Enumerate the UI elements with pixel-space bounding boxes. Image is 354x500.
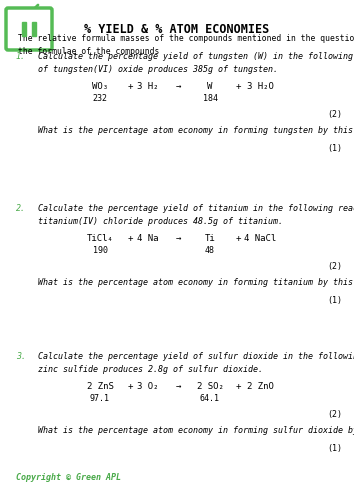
Text: (1): (1) <box>327 296 342 305</box>
Text: Copyright © Green APL: Copyright © Green APL <box>16 473 121 482</box>
Text: +: + <box>127 82 133 91</box>
Text: →: → <box>175 382 181 391</box>
Text: +: + <box>235 234 241 243</box>
Text: 190: 190 <box>92 246 108 255</box>
Text: 2.: 2. <box>16 204 26 213</box>
Text: (2): (2) <box>327 410 342 419</box>
Text: →: → <box>175 82 181 91</box>
Text: 48: 48 <box>205 246 215 255</box>
Text: What is the percentage atom economy in forming sulfur dioxide by this reaction?: What is the percentage atom economy in f… <box>38 426 354 435</box>
Text: 4 NaCl: 4 NaCl <box>244 234 276 243</box>
Text: TiCl₄: TiCl₄ <box>87 234 113 243</box>
Text: 184: 184 <box>202 94 217 103</box>
Text: The relative formula masses of the compounds mentioned in the question are shown: The relative formula masses of the compo… <box>18 34 354 56</box>
Text: Calculate the percentage yield of tungsten (W) in the following reaction where 5: Calculate the percentage yield of tungst… <box>38 52 354 74</box>
Text: W: W <box>207 82 213 91</box>
Text: (2): (2) <box>327 262 342 271</box>
Text: 1.: 1. <box>16 52 26 61</box>
Text: 64.1: 64.1 <box>200 394 220 403</box>
Text: 3.: 3. <box>16 352 26 361</box>
Text: 3 H₂O: 3 H₂O <box>247 82 273 91</box>
Text: 232: 232 <box>92 94 108 103</box>
Text: WO₃: WO₃ <box>92 82 108 91</box>
Text: % YIELD & % ATOM ECONOMIES: % YIELD & % ATOM ECONOMIES <box>84 23 270 36</box>
Text: Calculate the percentage yield of sulfur dioxide in the following reaction where: Calculate the percentage yield of sulfur… <box>38 352 354 374</box>
Text: (1): (1) <box>327 444 342 453</box>
Text: →: → <box>175 234 181 243</box>
Text: +: + <box>235 382 241 391</box>
Text: What is the percentage atom economy in forming tungsten by this reaction?: What is the percentage atom economy in f… <box>38 126 354 135</box>
FancyBboxPatch shape <box>6 8 52 50</box>
Text: Calculate the percentage yield of titanium in the following reaction where 260g : Calculate the percentage yield of titani… <box>38 204 354 226</box>
Text: 2 ZnO: 2 ZnO <box>247 382 273 391</box>
Text: 3 O₂: 3 O₂ <box>137 382 159 391</box>
Text: 4 Na: 4 Na <box>137 234 159 243</box>
Text: 3 H₂: 3 H₂ <box>137 82 159 91</box>
Text: What is the percentage atom economy in forming titanium by this reaction?: What is the percentage atom economy in f… <box>38 278 354 287</box>
Text: 2 SO₂: 2 SO₂ <box>196 382 223 391</box>
Bar <box>22 22 26 36</box>
Text: 97.1: 97.1 <box>90 394 110 403</box>
Text: (1): (1) <box>327 144 342 153</box>
Text: +: + <box>235 82 241 91</box>
Text: +: + <box>127 234 133 243</box>
Text: (2): (2) <box>327 110 342 119</box>
Text: 2 ZnS: 2 ZnS <box>87 382 113 391</box>
Text: +: + <box>127 382 133 391</box>
Text: Ti: Ti <box>205 234 215 243</box>
Bar <box>32 22 36 36</box>
